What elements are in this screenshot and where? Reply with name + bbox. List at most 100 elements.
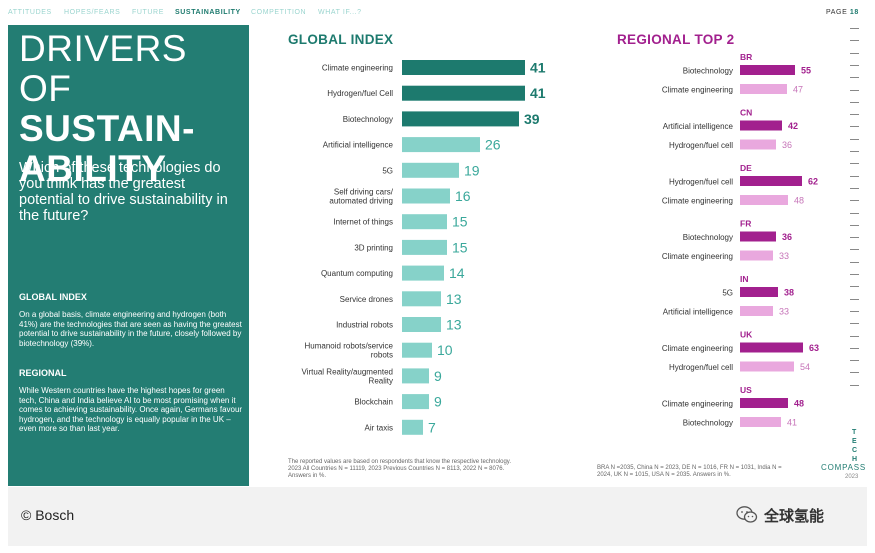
regional-value-label: 48: [794, 196, 804, 206]
wechat-account-name: 全球氢能: [764, 507, 825, 525]
page-title: DRIVERS OF SUSTAIN- ABILITY: [19, 29, 249, 189]
regional-bar: [740, 195, 788, 205]
nav-item-hopes-fears[interactable]: HOPES/FEARS: [64, 9, 121, 16]
ruler-tick: [850, 89, 859, 91]
global-bar: [402, 419, 423, 435]
global-category-label: Humanoid robots/service: [305, 342, 394, 351]
regional-category-label: Artificial intelligence: [663, 308, 734, 317]
regional-heading: REGIONAL: [19, 368, 67, 378]
top-navigation: ATTITUDES HOPES/FEARS FUTURE SUSTAINABIL…: [8, 9, 868, 21]
ruler-tick: [850, 347, 859, 349]
global-bar: [402, 342, 432, 358]
ruler-tick: [850, 237, 859, 239]
ruler-tick: [850, 360, 859, 362]
global-value-label: 39: [524, 111, 540, 127]
global-value-label: 7: [428, 419, 436, 435]
global-bar: [402, 291, 441, 307]
nav-item-what-if[interactable]: WHAT IF...?: [318, 9, 362, 16]
global-category-label: Air taxis: [365, 423, 393, 432]
tech-letter: E: [852, 438, 857, 445]
ruler-tick: [850, 298, 859, 300]
global-bar: [402, 60, 525, 75]
title-line-2: SUSTAIN-: [19, 108, 195, 149]
global-bar: [402, 188, 450, 204]
region-country-label: FR: [740, 219, 751, 229]
region-country-label: CN: [740, 108, 752, 118]
global-bar: [402, 111, 519, 127]
wechat-icon: [736, 506, 758, 523]
ruler-tick: [850, 286, 859, 288]
nav-item-sustainability[interactable]: SUSTAINABILITY: [175, 9, 241, 16]
global-category-label: Blockchain: [354, 398, 393, 407]
left-panel: DRIVERS OF SUSTAIN- ABILITY Which of the…: [8, 25, 249, 486]
regional-bar: [740, 250, 773, 261]
ruler-tick: [850, 151, 859, 152]
nav-item-competition[interactable]: COMPETITION: [251, 9, 307, 16]
regional-value-label: 38: [784, 288, 794, 298]
global-value-label: 26: [485, 137, 501, 153]
global-value-label: 14: [449, 265, 465, 281]
regional-bar: [740, 120, 782, 131]
title-line-3: ABILITY: [19, 148, 167, 189]
global-bar: [402, 162, 459, 178]
regional-category-label: Artificial intelligence: [663, 122, 734, 131]
regional-top2-title: REGIONAL TOP 2: [617, 32, 735, 47]
global-bar: [402, 137, 480, 153]
regional-value-label: 55: [801, 66, 811, 76]
global-category-label: Biotechnology: [343, 115, 393, 124]
ruler-tick: [850, 175, 859, 177]
global-bar: [402, 394, 429, 410]
regional-category-label: Biotechnology: [683, 419, 733, 428]
ruler-tick: [850, 101, 859, 103]
nav-item-future[interactable]: FUTURE: [132, 9, 164, 16]
regional-value-label: 42: [788, 121, 798, 131]
page-number-value: 18: [849, 9, 859, 16]
page-label: PAGE: [826, 9, 848, 16]
ruler-tick: [850, 28, 859, 29]
global-bar: [402, 239, 447, 255]
tech-letter: C: [852, 447, 858, 454]
global-bar: [402, 85, 525, 101]
global-value-label: 10: [437, 342, 453, 358]
regional-category-label: Climate engineering: [662, 86, 733, 95]
bottom-bar: [8, 487, 867, 546]
regional-bar: [740, 342, 803, 353]
nav-item-attitudes[interactable]: ATTITUDES: [8, 9, 52, 16]
global-category-label: automated driving: [329, 197, 393, 206]
regional-category-label: Climate engineering: [662, 197, 733, 206]
global-category-label: Industrial robots: [336, 321, 393, 330]
ruler-tick: [850, 187, 859, 189]
regional-bar: [740, 361, 794, 372]
regional-value-label: 54: [800, 362, 810, 372]
global-category-label: Internet of things: [333, 218, 393, 227]
global-category-label: Artificial intelligence: [323, 141, 394, 150]
ruler-tick: [850, 138, 859, 140]
regional-category-label: 5G: [722, 289, 733, 298]
region-country-label: DE: [740, 163, 752, 173]
global-category-label: Virtual Reality/augmented: [302, 367, 393, 376]
copyright-text: © Bosch: [21, 507, 75, 523]
regional-bar: [740, 306, 773, 316]
regional-category-label: Climate engineering: [662, 344, 733, 353]
global-category-label: 3D printing: [354, 243, 393, 252]
regional-category-label: Climate engineering: [662, 252, 733, 261]
ruler-tick: [850, 212, 859, 214]
regional-footnote: BRA N =2035, China N = 2023, DE N = 1016…: [597, 465, 782, 478]
global-index-text: On a global basis, climate engineering a…: [19, 310, 242, 348]
global-bar: [402, 317, 441, 332]
regional-value-label: 48: [794, 399, 804, 409]
regional-bar: [740, 176, 802, 186]
global-footnote: The reported values are based on respond…: [288, 459, 512, 479]
ruler-tick: [850, 310, 859, 312]
regional-bar: [740, 417, 781, 427]
ruler-tick: [850, 335, 859, 337]
global-category-label: Self driving cars/: [334, 188, 394, 197]
regional-value-label: 63: [809, 343, 819, 353]
global-category-label: Quantum computing: [321, 269, 393, 278]
global-value-label: 13: [446, 291, 462, 307]
survey-question: Which of these technologies do you think…: [19, 160, 228, 224]
global-value-label: 13: [446, 317, 462, 333]
global-value-label: 16: [455, 188, 471, 204]
ruler-tick: [850, 77, 859, 79]
